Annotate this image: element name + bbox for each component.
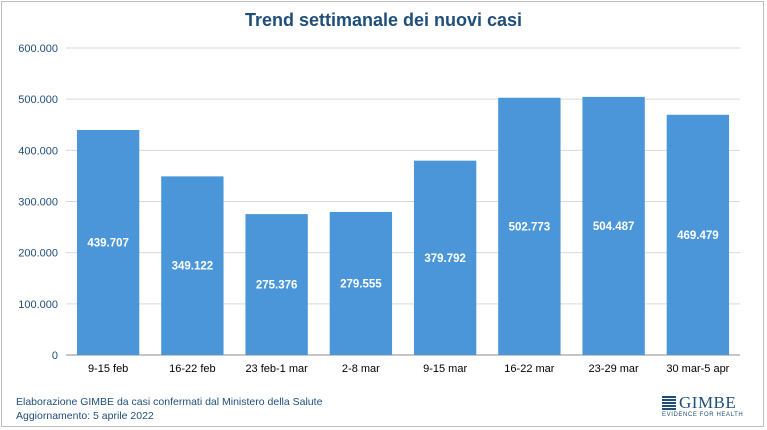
x-tick-label: 30 mar-5 apr: [666, 363, 729, 375]
logo-name: GIMBE: [679, 393, 737, 412]
bar: [666, 114, 730, 356]
bar: [582, 96, 645, 355]
bar: [498, 97, 561, 356]
y-tick-label: 500.000: [18, 94, 58, 106]
data-label: 279.555: [340, 278, 382, 290]
x-tick-label: 16-22 feb: [169, 363, 215, 375]
data-label: 439.707: [87, 238, 129, 250]
data-label: 502.773: [509, 221, 551, 233]
data-label: 275.376: [256, 280, 298, 292]
y-tick-label: 200.000: [18, 248, 58, 260]
y-tick-label: 100.000: [18, 299, 58, 311]
x-tick-label: 16-22 mar: [504, 363, 554, 375]
y-tick-label: 0: [52, 350, 58, 362]
bar: [245, 214, 308, 355]
footer-source: Elaborazione GIMBE da casi confermati da…: [16, 396, 323, 408]
data-label: 504.487: [593, 221, 635, 233]
bar: [329, 211, 393, 355]
x-tick-label: 23-29 mar: [589, 363, 639, 375]
x-tick-label: 9-15 feb: [88, 363, 128, 375]
chart-title: Trend settimanale dei nuovi casi: [244, 10, 523, 30]
x-tick-label: 9-15 mar: [423, 363, 467, 375]
footer: Elaborazione GIMBE da casi confermati da…: [16, 395, 322, 423]
y-tick-label: 400.000: [18, 145, 58, 157]
bar: [76, 130, 140, 355]
logo-tagline: EVIDENCE FOR HEALTH: [662, 412, 744, 418]
data-label: 379.792: [424, 253, 466, 265]
x-tick-label: 2-8 mar: [342, 363, 380, 375]
y-tick-label: 300.000: [18, 197, 58, 209]
x-tick-label: 23 feb-1 mar: [245, 363, 308, 375]
gimbe-logo: GIMBE EVIDENCE FOR HEALTH: [662, 393, 758, 418]
data-label: 469.479: [677, 230, 719, 242]
data-label: 349.122: [172, 261, 214, 273]
bar: [161, 176, 224, 355]
footer-updated: Aggiornamento: 5 aprile 2022: [16, 410, 154, 422]
y-tick-label: 600.000: [18, 43, 58, 55]
bar: [413, 160, 477, 355]
logo-mark-icon: [662, 396, 676, 410]
